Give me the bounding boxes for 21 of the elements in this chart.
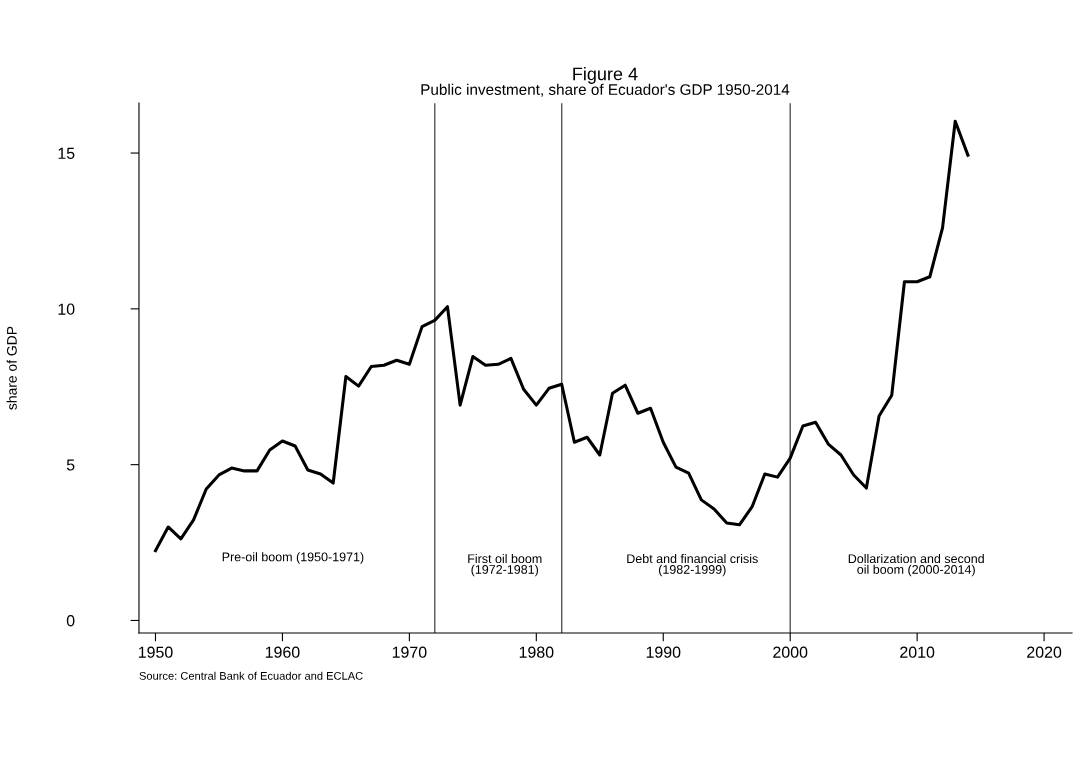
y-tick-label: 10	[58, 303, 75, 315]
y-axis-title: share of GDP	[6, 326, 17, 410]
annotation: First oil boom (1972-1981)	[468, 553, 542, 577]
x-tick-label: 2000	[773, 646, 808, 658]
x-tick-label: 2020	[1027, 646, 1062, 658]
line-series	[153, 119, 970, 553]
x-tick-label: 1950	[138, 646, 173, 658]
x-tick-label: 1960	[265, 646, 300, 658]
x-tick-label: 1970	[392, 646, 427, 658]
y-tick-label: 15	[58, 147, 75, 159]
x-tick-label: 1990	[646, 646, 681, 658]
annotation: Pre-oil boom (1950-1971)	[222, 552, 364, 564]
annotation: Debt and financial crisis (1982-1999)	[627, 553, 758, 577]
chart-subtitle: Public investment, share of Ecuador's GDP 1950-2014	[421, 83, 790, 97]
source-note: Source: Central Bank of Ecuador and ECLAC	[139, 671, 363, 680]
y-tick-label: 5	[66, 459, 75, 471]
annotation: Dollarization and second oil boom (2000-2014)	[848, 553, 984, 577]
x-tick-label: 2010	[900, 646, 935, 658]
x-tick-label: 1980	[519, 646, 554, 658]
chart-title: Figure 4	[573, 67, 638, 84]
y-tick-label: 0	[66, 615, 75, 627]
